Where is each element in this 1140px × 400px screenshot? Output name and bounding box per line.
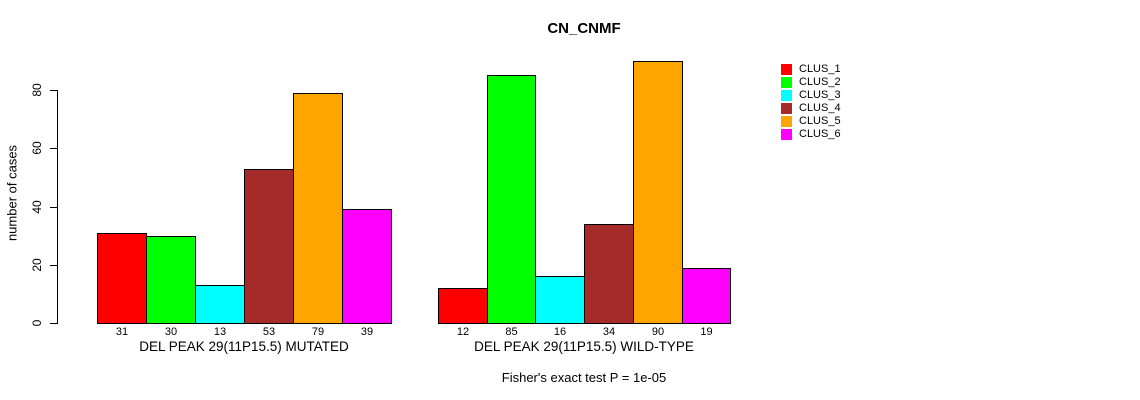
legend-swatch-clus_4 [781, 103, 792, 114]
y-axis-tick-label: 20 [30, 258, 44, 272]
legend-item-clus_2: CLUS_2 [781, 76, 841, 89]
y-axis-tick-label: 60 [30, 141, 44, 155]
legend-item-clus_5: CLUS_5 [781, 115, 841, 128]
bar-value-label: 90 [651, 326, 665, 338]
group-label-mutated: DEL PEAK 29(11P15.5) MUTATED [139, 339, 349, 354]
bar-clus_6 [342, 209, 392, 324]
y-axis-tick-label: 80 [30, 83, 44, 97]
bar-value-label: 79 [311, 326, 325, 338]
legend: CLUS_1 CLUS_2 CLUS_3 CLUS_4 CLUS_5 CLUS_6 [781, 63, 841, 141]
bar-value-label: 16 [553, 326, 567, 338]
legend-swatch-clus_3 [781, 90, 792, 101]
y-axis-tick [50, 90, 58, 91]
legend-swatch-clus_5 [781, 116, 792, 127]
bar-clus_2 [487, 75, 536, 324]
legend-item-clus_6: CLUS_6 [781, 128, 841, 141]
bar-clus_4 [244, 169, 294, 324]
legend-swatch-clus_1 [781, 64, 792, 75]
y-axis-tick [50, 265, 58, 266]
bar-value-label: 85 [505, 326, 518, 338]
bar-value-label: 53 [262, 326, 276, 338]
bar-clus_1 [438, 288, 488, 324]
bar-value-label: 39 [360, 326, 374, 338]
legend-label: CLUS_1 [799, 63, 841, 75]
bar-clus_3 [535, 276, 585, 324]
bar-clus_6 [682, 268, 731, 324]
y-axis-tick-label: 0 [30, 319, 44, 327]
bar-value-label: 19 [700, 326, 713, 338]
legend-label: CLUS_4 [799, 102, 841, 114]
bar-clus_1 [97, 233, 147, 324]
bar-value-label: 34 [602, 326, 616, 338]
fishers-test-annotation: Fisher's exact test P = 1e-05 [501, 370, 667, 385]
y-axis-tick [50, 207, 58, 208]
legend-item-clus_4: CLUS_4 [781, 102, 841, 115]
legend-label: CLUS_2 [799, 76, 841, 88]
bar-clus_3 [195, 285, 245, 324]
bar-clus_4 [584, 224, 634, 324]
y-axis-tick [50, 323, 58, 324]
y-axis-tick [50, 148, 58, 149]
legend-label: CLUS_5 [799, 115, 841, 127]
bar-clus_5 [633, 61, 683, 324]
y-axis-tick-label: 40 [30, 200, 44, 214]
group-label-wild-type: DEL PEAK 29(11P15.5) WILD-TYPE [474, 339, 694, 354]
legend-swatch-clus_2 [781, 77, 792, 88]
legend-item-clus_3: CLUS_3 [781, 89, 841, 102]
bar-value-label: 31 [115, 326, 129, 338]
y-axis-label: number of cases [4, 144, 20, 242]
chart-title: CN_CNMF [547, 20, 621, 37]
bar-value-label: 13 [213, 326, 227, 338]
legend-swatch-clus_6 [781, 129, 792, 140]
bar-clus_2 [146, 236, 196, 324]
legend-label: CLUS_3 [799, 89, 841, 101]
bar-value-label: 30 [164, 326, 178, 338]
bar-value-label: 12 [456, 326, 470, 338]
legend-item-clus_1: CLUS_1 [781, 63, 841, 76]
bar-clus_5 [293, 93, 343, 324]
legend-label: CLUS_6 [799, 128, 841, 140]
